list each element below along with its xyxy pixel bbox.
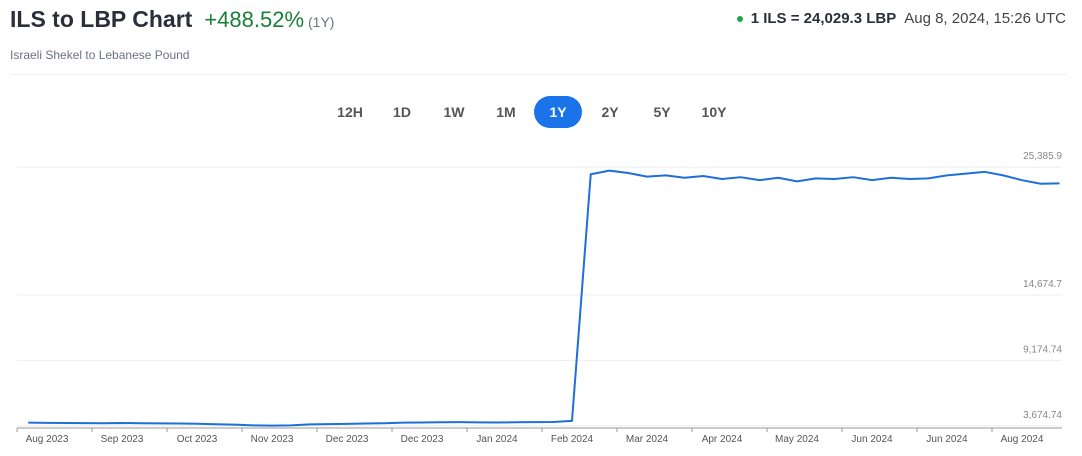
range-button[interactable]: 1D [393, 104, 411, 120]
rate: 1 ILS = 24,029.3 LBP [750, 10, 897, 27]
title: ILS to LBP Chart [10, 6, 193, 32]
x-tick-label: Dec 2023 [401, 434, 444, 445]
y-tick-label: 25,385.9 [1023, 151, 1062, 162]
x-tick-label: Aug 2023 [26, 434, 69, 445]
range-selector: 12H 1D 1W 1M 1Y 2Y 5Y 10Y [326, 96, 738, 128]
x-tick-label: Feb 2024 [551, 434, 594, 445]
change: +488.52% [204, 7, 305, 32]
x-tick-label: Jan 2024 [476, 434, 518, 445]
rate-box: 1 ILS = 24,029.3 LBP Aug 8, 2024, 15:26 … [736, 10, 1066, 27]
x-tick-label: Dec 2023 [326, 434, 369, 445]
header: ILS to LBP Chart +488.52% (1Y) [10, 6, 334, 33]
x-tick-label: Nov 2023 [251, 434, 294, 445]
separator [10, 74, 1066, 75]
range-button[interactable]: 1W [443, 104, 465, 120]
period: (1Y) [308, 14, 335, 30]
y-tick-label: 3,674.74 [1023, 410, 1062, 421]
subtitle: Israeli Shekel to Lebanese Pound [10, 48, 190, 62]
x-tick-label: May 2024 [775, 434, 819, 445]
timestamp: Aug 8, 2024, 15:26 UTC [904, 10, 1066, 27]
x-tick-label: Apr 2024 [702, 434, 743, 445]
x-tick-label: Oct 2023 [177, 434, 218, 445]
x-tick-label: Mar 2024 [626, 434, 669, 445]
range-button[interactable]: 12H [337, 104, 363, 120]
x-tick-label: Jun 2024 [851, 434, 893, 445]
x-tick-label: Aug 2024 [1001, 434, 1044, 445]
x-tick-label: Jun 2024 [926, 434, 968, 445]
range-button[interactable]: 1Y [534, 96, 582, 128]
y-tick-label: 9,174.74 [1023, 344, 1062, 355]
live-dot [736, 15, 743, 22]
price-line [28, 169, 1060, 427]
range-button[interactable]: 2Y [601, 104, 619, 120]
range-button[interactable]: 10Y [701, 104, 727, 120]
range-button[interactable]: 5Y [653, 104, 671, 120]
x-tick-label: Sep 2023 [101, 434, 144, 445]
range-button[interactable]: 1M [496, 104, 516, 120]
y-tick-label: 14,674.7 [1023, 279, 1062, 290]
